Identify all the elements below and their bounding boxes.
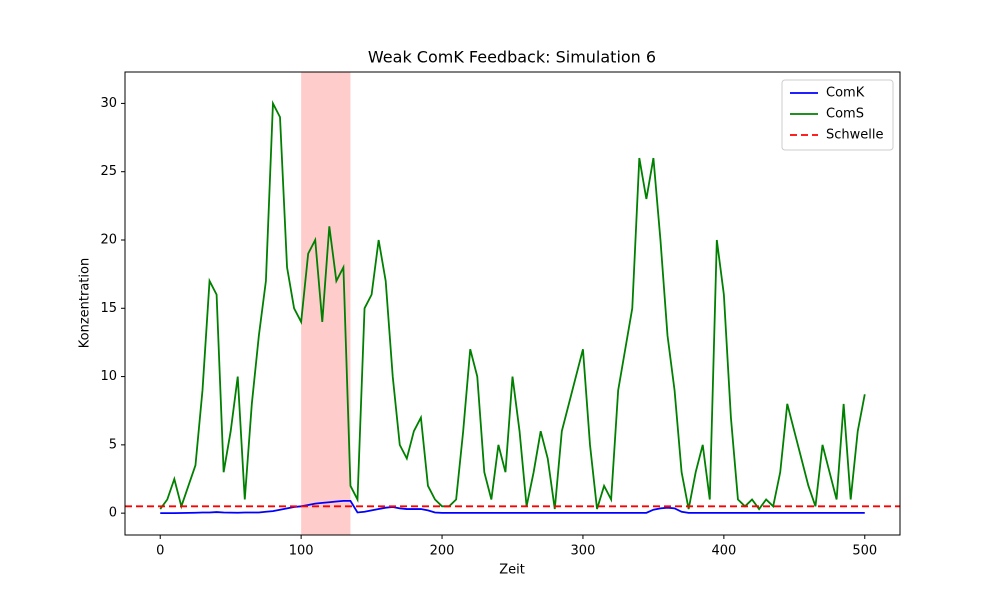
x-tick-label: 0 bbox=[156, 544, 164, 559]
plot-frame bbox=[124, 71, 901, 536]
series-line bbox=[160, 499, 865, 515]
x-tick-label: 300 bbox=[571, 544, 596, 559]
y-tick-label: 20 bbox=[100, 232, 117, 247]
x-tick-label: 500 bbox=[852, 544, 877, 559]
y-tick-label: 15 bbox=[100, 301, 117, 316]
y-axis-label: Konzentration bbox=[78, 258, 93, 348]
x-axis-label: Zeit bbox=[499, 563, 525, 578]
x-tick-label: 400 bbox=[711, 544, 736, 559]
y-tick-label: 30 bbox=[100, 96, 117, 111]
legend-label: ComK bbox=[826, 86, 865, 101]
y-tick-label: 25 bbox=[100, 164, 117, 179]
x-tick-label: 200 bbox=[430, 544, 455, 559]
chart-title: Weak ComK Feedback: Simulation 6 bbox=[368, 48, 656, 67]
y-tick-label: 5 bbox=[109, 437, 117, 452]
legend-label: ComS bbox=[826, 107, 864, 122]
legend-box bbox=[781, 79, 894, 151]
x-tick-label: 100 bbox=[289, 544, 314, 559]
y-tick-label: 0 bbox=[109, 506, 117, 521]
shaded-span bbox=[301, 72, 351, 535]
series-line bbox=[159, 99, 866, 511]
legend-label: Schwelle bbox=[826, 128, 884, 143]
y-tick-label: 10 bbox=[100, 369, 117, 384]
